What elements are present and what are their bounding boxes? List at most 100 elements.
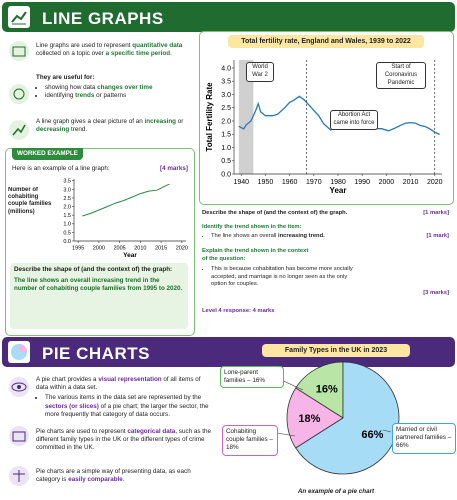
text-run: visual representation: [98, 376, 162, 383]
text-run: Pie charts are a simple way of presentin…: [36, 468, 191, 484]
text-run: increasing trend.: [278, 233, 325, 239]
x-tick-label: 1960: [282, 179, 298, 186]
rich-text: A line graph gives a clear picture of an…: [36, 118, 194, 134]
annotation-box: Start of Coronavirus Pandemic: [376, 62, 426, 90]
rich-text: showing how data changes over time: [45, 84, 194, 92]
x-tick-label: 1980: [330, 179, 346, 186]
worked-example: WORKED EXAMPLE Here is an example of a l…: [5, 148, 195, 336]
text-run: changes over time: [97, 84, 153, 92]
text-run: a specific time period: [105, 50, 171, 58]
y-tick-label: 2.5: [63, 196, 71, 202]
data-line: [238, 95, 440, 136]
question: Describe the shape of (and the context o…: [14, 266, 173, 273]
shaded-region: [238, 60, 254, 174]
text-run: showing how data: [45, 84, 98, 92]
rich-text: The various items in the data set are re…: [45, 394, 214, 419]
ms-marks: [1 mark]: [426, 233, 449, 239]
y-axis-label: Number of cohabiting couple families (mi…: [8, 187, 52, 215]
y-tick-label: 2.0: [221, 118, 231, 125]
legend-entry: Married or civil partnered families – 66…: [392, 423, 456, 454]
rich-text: identifying trends or patterns: [45, 92, 194, 100]
rich-text: Line graphs are used to represent quanti…: [36, 42, 194, 58]
text-run: , such as the different family types in …: [36, 428, 212, 452]
rich-text: A pie chart provides a visual representa…: [36, 376, 214, 392]
x-tick-label: 2005: [114, 246, 126, 252]
text-run: easily comparable: [68, 476, 123, 484]
pie-item: Pie charts are used to represent categor…: [36, 428, 214, 453]
y-tick-label: 0.5: [221, 158, 231, 165]
y-tick-label: 1.0: [221, 145, 231, 152]
y-tick-label: 1.5: [221, 132, 231, 139]
annotation-box: World War 2: [246, 62, 274, 82]
chart-title: Family Types in the UK in 2023: [262, 344, 410, 358]
leader-line: [382, 429, 392, 433]
text-run: The various items in the data set are re…: [45, 394, 202, 402]
answer: The line shows an overall increasing tre…: [14, 277, 183, 293]
x-tick-label: 1995: [72, 246, 84, 252]
y-tick-label: 2.0: [63, 204, 71, 210]
value-label: 18%: [298, 413, 320, 425]
y-tick-label: 3.0: [221, 92, 231, 99]
x-tick-label: 1940: [233, 179, 249, 186]
text-run: decreasing: [36, 126, 70, 134]
text-run: or: [176, 118, 184, 125]
y-tick-label: 3.5: [63, 179, 71, 185]
text-run: or patterns: [94, 92, 127, 100]
mark-scheme: Describe the shape of (and the context o…: [199, 208, 452, 326]
fertility-panel: Total fertility rate, England and Wales,…: [199, 31, 454, 205]
text-run: Pie charts are used to represent: [36, 428, 128, 435]
item-icons: [9, 377, 29, 486]
worked-tag: WORKED EXAMPLE: [12, 148, 83, 161]
pie-slice: [295, 361, 344, 419]
pie-chart: 16% 18% 66%: [270, 361, 400, 475]
section-header: LINE GRAPHS: [2, 2, 455, 32]
y-tick-label: 1.0: [63, 222, 71, 228]
text-run: The line shows an overall: [211, 233, 279, 239]
x-tick-label: 2020: [176, 246, 188, 252]
x-tick-label: 1970: [306, 179, 322, 186]
x-axis-label: Year: [330, 186, 347, 195]
y-tick-label: 0.0: [221, 171, 231, 178]
worked-answer: Describe the shape of (and the context o…: [10, 263, 188, 329]
cohabiting-chart: 0.0 0.5 1.0 1.5 2.0 2.5 3.0 3.5 1995 2000 2005 2010…: [8, 179, 188, 259]
pie-item: A pie chart provides a visual representa…: [36, 376, 214, 419]
y-label-box: Number of cohabiting couple families (mi…: [8, 187, 52, 215]
y-tick-label: 3.5: [221, 79, 231, 86]
text-run: of a pie chart; the larger the sector, t…: [45, 402, 209, 418]
ms-marks: [3 marks]: [423, 290, 449, 296]
fertility-chart: 0.0 0.5 1.0 1.5 2.0 2.5 3.0 3.5 4.0 1940 1950 1960 1…: [205, 60, 443, 195]
section-title: LINE GRAPHS: [42, 9, 164, 28]
uses-heading: They are useful for:: [36, 74, 95, 81]
rich-text: The line shows an overall increasing tre…: [211, 233, 391, 241]
text-run: trends: [75, 92, 95, 100]
text-run: identifying: [45, 92, 76, 100]
x-tick-label: 2015: [155, 246, 167, 252]
annotation: Abortion Act came into force: [330, 110, 378, 130]
x-tick-label: 2010: [134, 246, 146, 252]
uses: They are useful for: showing how data ch…: [36, 74, 194, 101]
header-icon: [8, 341, 30, 363]
x-tick-label: 1950: [258, 179, 274, 186]
ms-level: Level 4 response: 4 marks: [202, 308, 275, 314]
y-tick-label: 2.5: [221, 105, 231, 112]
ms-marks: [1 marks]: [423, 210, 449, 216]
chart-title: Total fertility rate, England and Wales,…: [228, 35, 424, 49]
data-line: [82, 183, 170, 217]
y-tick-label: 1.5: [63, 213, 71, 219]
caption: An example of a pie chart: [297, 488, 375, 495]
prompt: Here is an example of a line graph:: [12, 165, 110, 172]
y-tick-label: 0.0: [63, 239, 71, 245]
text-run: trend.: [69, 126, 88, 134]
x-tick-label: 2010: [403, 179, 419, 186]
text-run: A line graph gives a clear picture of an: [36, 118, 145, 125]
legend-entry: Lone-parent families – 16%: [220, 366, 284, 389]
text-run: Line graphs are used to represent: [36, 42, 133, 49]
text-run: .: [170, 50, 172, 58]
item-icons: [9, 41, 29, 140]
pie-slice: [286, 387, 344, 449]
legend-entry: Cohabiting couple families – 18%: [222, 425, 278, 456]
x-tick-label: 2020: [427, 179, 443, 186]
trend: A line graph gives a clear picture of an…: [36, 118, 194, 134]
ms-point: This is because cohabitation has become …: [211, 266, 361, 289]
